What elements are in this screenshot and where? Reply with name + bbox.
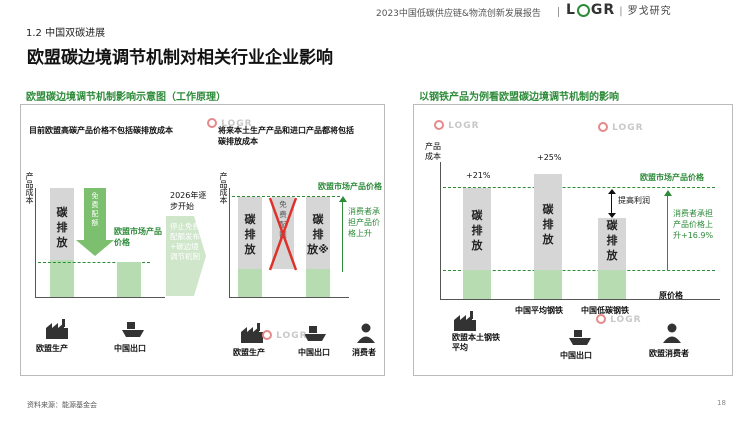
logo-gr: GR	[590, 2, 616, 18]
bar-cn-export-1	[117, 262, 141, 297]
icon-label-cn-export: 中国出口	[560, 351, 592, 360]
consumer-arrow-head	[339, 196, 347, 202]
free-quota-label: 免费配额	[91, 192, 99, 227]
dash-line-1	[38, 262, 150, 263]
xlabel-eu-production-1: 欧盟生产	[36, 344, 68, 353]
bar-eu-carbon-2	[238, 197, 262, 269]
raise-profit-label: 提高利润	[618, 196, 650, 205]
logo-cn: 罗戈研究	[627, 6, 672, 17]
y-axis-2	[229, 188, 230, 298]
logo-ring-icon	[576, 4, 590, 17]
ship-icon-2	[303, 322, 327, 344]
logo: L GR | 罗戈研究	[566, 2, 672, 18]
consumer-burden-right: 消费者承担产品价格上升+16.9%	[673, 209, 714, 240]
eu-market-price-label-2: 欧盟市场产品价格	[318, 182, 382, 191]
bar-cn-carbon-label: 碳排放※	[307, 213, 329, 256]
bar-eu-carbon	[50, 188, 74, 260]
ship-icon-right	[568, 326, 592, 348]
watermark-right-top: LOGR	[434, 120, 480, 131]
page-title: 欧盟碳边境调节机制对相关行业企业影响	[27, 48, 333, 68]
dash-line-orig	[443, 270, 715, 271]
watermark-right-top-2: LOGR	[598, 122, 644, 133]
watermark-right-bottom: LOGR	[596, 314, 642, 325]
bar-eu-base-2	[238, 269, 262, 297]
bar-cn-avg-base	[534, 270, 562, 299]
xlabel-cn-export-1: 中国出口	[114, 344, 146, 353]
dash-line-market	[443, 187, 715, 188]
axis-label-cost-1: 产品成本	[25, 172, 34, 204]
note-current: 目前欧盟高碳产品价格不包括碳排放成本	[29, 126, 173, 135]
cross-out-icon	[268, 197, 298, 271]
bar-cn-carbon	[306, 197, 330, 269]
stop-free-quota-label: 停止免费配额发布+碳边境调节机制	[170, 222, 200, 261]
bar-eu-steel-carbon	[463, 188, 491, 270]
consumer-burden-label: 消费者承担产品价格上升	[348, 207, 380, 238]
eu-market-price-label-1: 欧盟市场产品价格	[114, 227, 162, 247]
pct-eu: +21%	[466, 171, 491, 180]
right-panel-title: 以钢铁产品为例看欧盟碳边境调节机制的影响	[419, 92, 619, 103]
factory-icon	[44, 318, 70, 340]
year-label: 2026年逐步开始	[170, 191, 207, 211]
x-axis-1	[35, 297, 165, 298]
y-axis-1	[35, 188, 36, 298]
eu-market-price-right: 欧盟市场产品价格	[640, 173, 704, 182]
bar-cn-base	[306, 269, 330, 297]
profit-arrow-line	[611, 192, 612, 214]
axis-label-cost-right: 产品成本	[425, 142, 441, 161]
dash-line-2	[232, 196, 340, 197]
ship-icon	[121, 318, 145, 340]
bar-eu-steel-label: 碳排放	[471, 209, 483, 252]
page-number: 18	[717, 399, 726, 407]
left-panel-title: 欧盟碳边境调节机制影响示意图（工作原理）	[26, 92, 226, 103]
source-note: 资料来源：能源基金会	[27, 401, 97, 409]
xlabel-cn-export-2: 中国出口	[298, 348, 330, 357]
bar-eu-steel-base	[463, 270, 491, 299]
y-axis-right	[440, 162, 441, 300]
free-quota-arrow-head	[76, 240, 114, 256]
header-divider	[558, 7, 559, 17]
bar-eu-carbon-label: 碳排放	[56, 206, 68, 249]
xlabel-consumer: 消费者	[352, 348, 376, 357]
axis-label-cost-2: 产品成本	[219, 172, 228, 204]
bar-cn-low-carbon	[598, 218, 626, 270]
orig-price-label: 原价格	[659, 291, 683, 300]
watermark-left-top: LOGR	[207, 118, 253, 129]
x-axis-right	[440, 299, 720, 300]
bar-eu-base	[50, 260, 74, 297]
consumer-arrow-right-line	[667, 194, 668, 270]
left-panel	[20, 104, 385, 376]
xlabel-cn-avg-steel: 中国平均钢铁	[515, 306, 563, 315]
report-title: 2023中国低碳供应链&物流创新发展报告	[376, 9, 541, 19]
profit-arrow-down	[608, 213, 616, 218]
xlabel-cn-low-steel: 中国低碳钢铁	[581, 306, 629, 315]
xlabel-eu-steel: 欧盟本土钢铁平均	[452, 333, 500, 352]
x-axis-2	[229, 297, 349, 298]
free-quota-arrow	[84, 188, 106, 240]
consumer-icon-right	[661, 322, 683, 344]
logo-l: L	[566, 2, 576, 18]
factory-icon-2	[239, 322, 265, 344]
xlabel-eu-production-2: 欧盟生产	[233, 348, 265, 357]
watermark-left-bottom: LOGR	[262, 330, 308, 341]
right-panel	[413, 104, 733, 376]
bar-cn-avg-label: 碳排放	[542, 203, 554, 246]
section-label: 1.2 中国双碳进展	[26, 28, 106, 39]
profit-arrow-up	[608, 189, 616, 194]
consumer-arrow-line	[342, 200, 343, 272]
icon-label-eu-consumer: 欧盟消费者	[649, 349, 689, 358]
bar-cn-low-label: 碳排放	[606, 219, 618, 262]
bar-cn-avg-carbon	[534, 174, 562, 270]
bar-eu-carbon-2-label: 碳排放	[244, 213, 256, 256]
note-future: 将来本土生产产品和进口产品都将包括碳排放成本	[218, 126, 354, 146]
bar-cn-low-base	[598, 270, 626, 299]
consumer-arrow-right-head	[664, 190, 672, 196]
pct-cn-avg: +25%	[537, 153, 562, 162]
consumer-icon	[355, 322, 377, 344]
factory-icon-right	[452, 310, 478, 332]
